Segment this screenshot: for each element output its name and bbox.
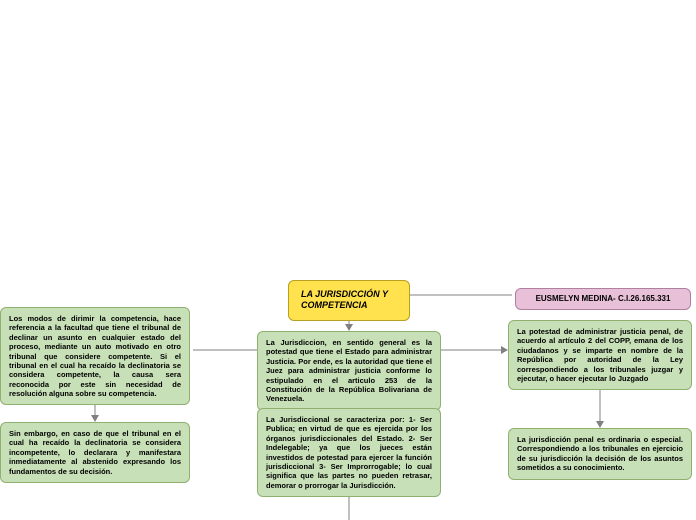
node-text: Sin embargo, en caso de que el tribunal …	[9, 429, 181, 476]
node-text: La potestad de administrar justicia pena…	[517, 327, 683, 383]
title-text: LA JURISDICCIÓN Y COMPETENCIA	[301, 289, 388, 310]
node-text: Los modos de dirimir la competencia, hac…	[9, 314, 181, 398]
node-modos-dirimir: Los modos de dirimir la competencia, hac…	[0, 307, 190, 405]
node-potestad-penal: La potestad de administrar justicia pena…	[508, 320, 692, 390]
node-caracteristicas: La Jurisdiccional se caracteriza por: 1-…	[257, 408, 441, 497]
node-jurisdiccion-general: La Jurisdiccion, en sentido general es l…	[257, 331, 441, 411]
node-text: La Jurisdiccional se caracteriza por: 1-…	[266, 415, 432, 490]
node-jurisdiccion-penal: La jurisdicción penal es ordinaria o esp…	[508, 428, 692, 480]
node-sin-embargo: Sin embargo, en caso de que el tribunal …	[0, 422, 190, 483]
author-text: EUSMELYN MEDINA- C.I.26.165.331	[536, 294, 671, 303]
node-text: La jurisdicción penal es ordinaria o esp…	[517, 435, 683, 472]
author-node: EUSMELYN MEDINA- C.I.26.165.331	[515, 288, 691, 310]
node-text: La Jurisdiccion, en sentido general es l…	[266, 338, 432, 403]
title-node: LA JURISDICCIÓN Y COMPETENCIA	[288, 280, 410, 321]
